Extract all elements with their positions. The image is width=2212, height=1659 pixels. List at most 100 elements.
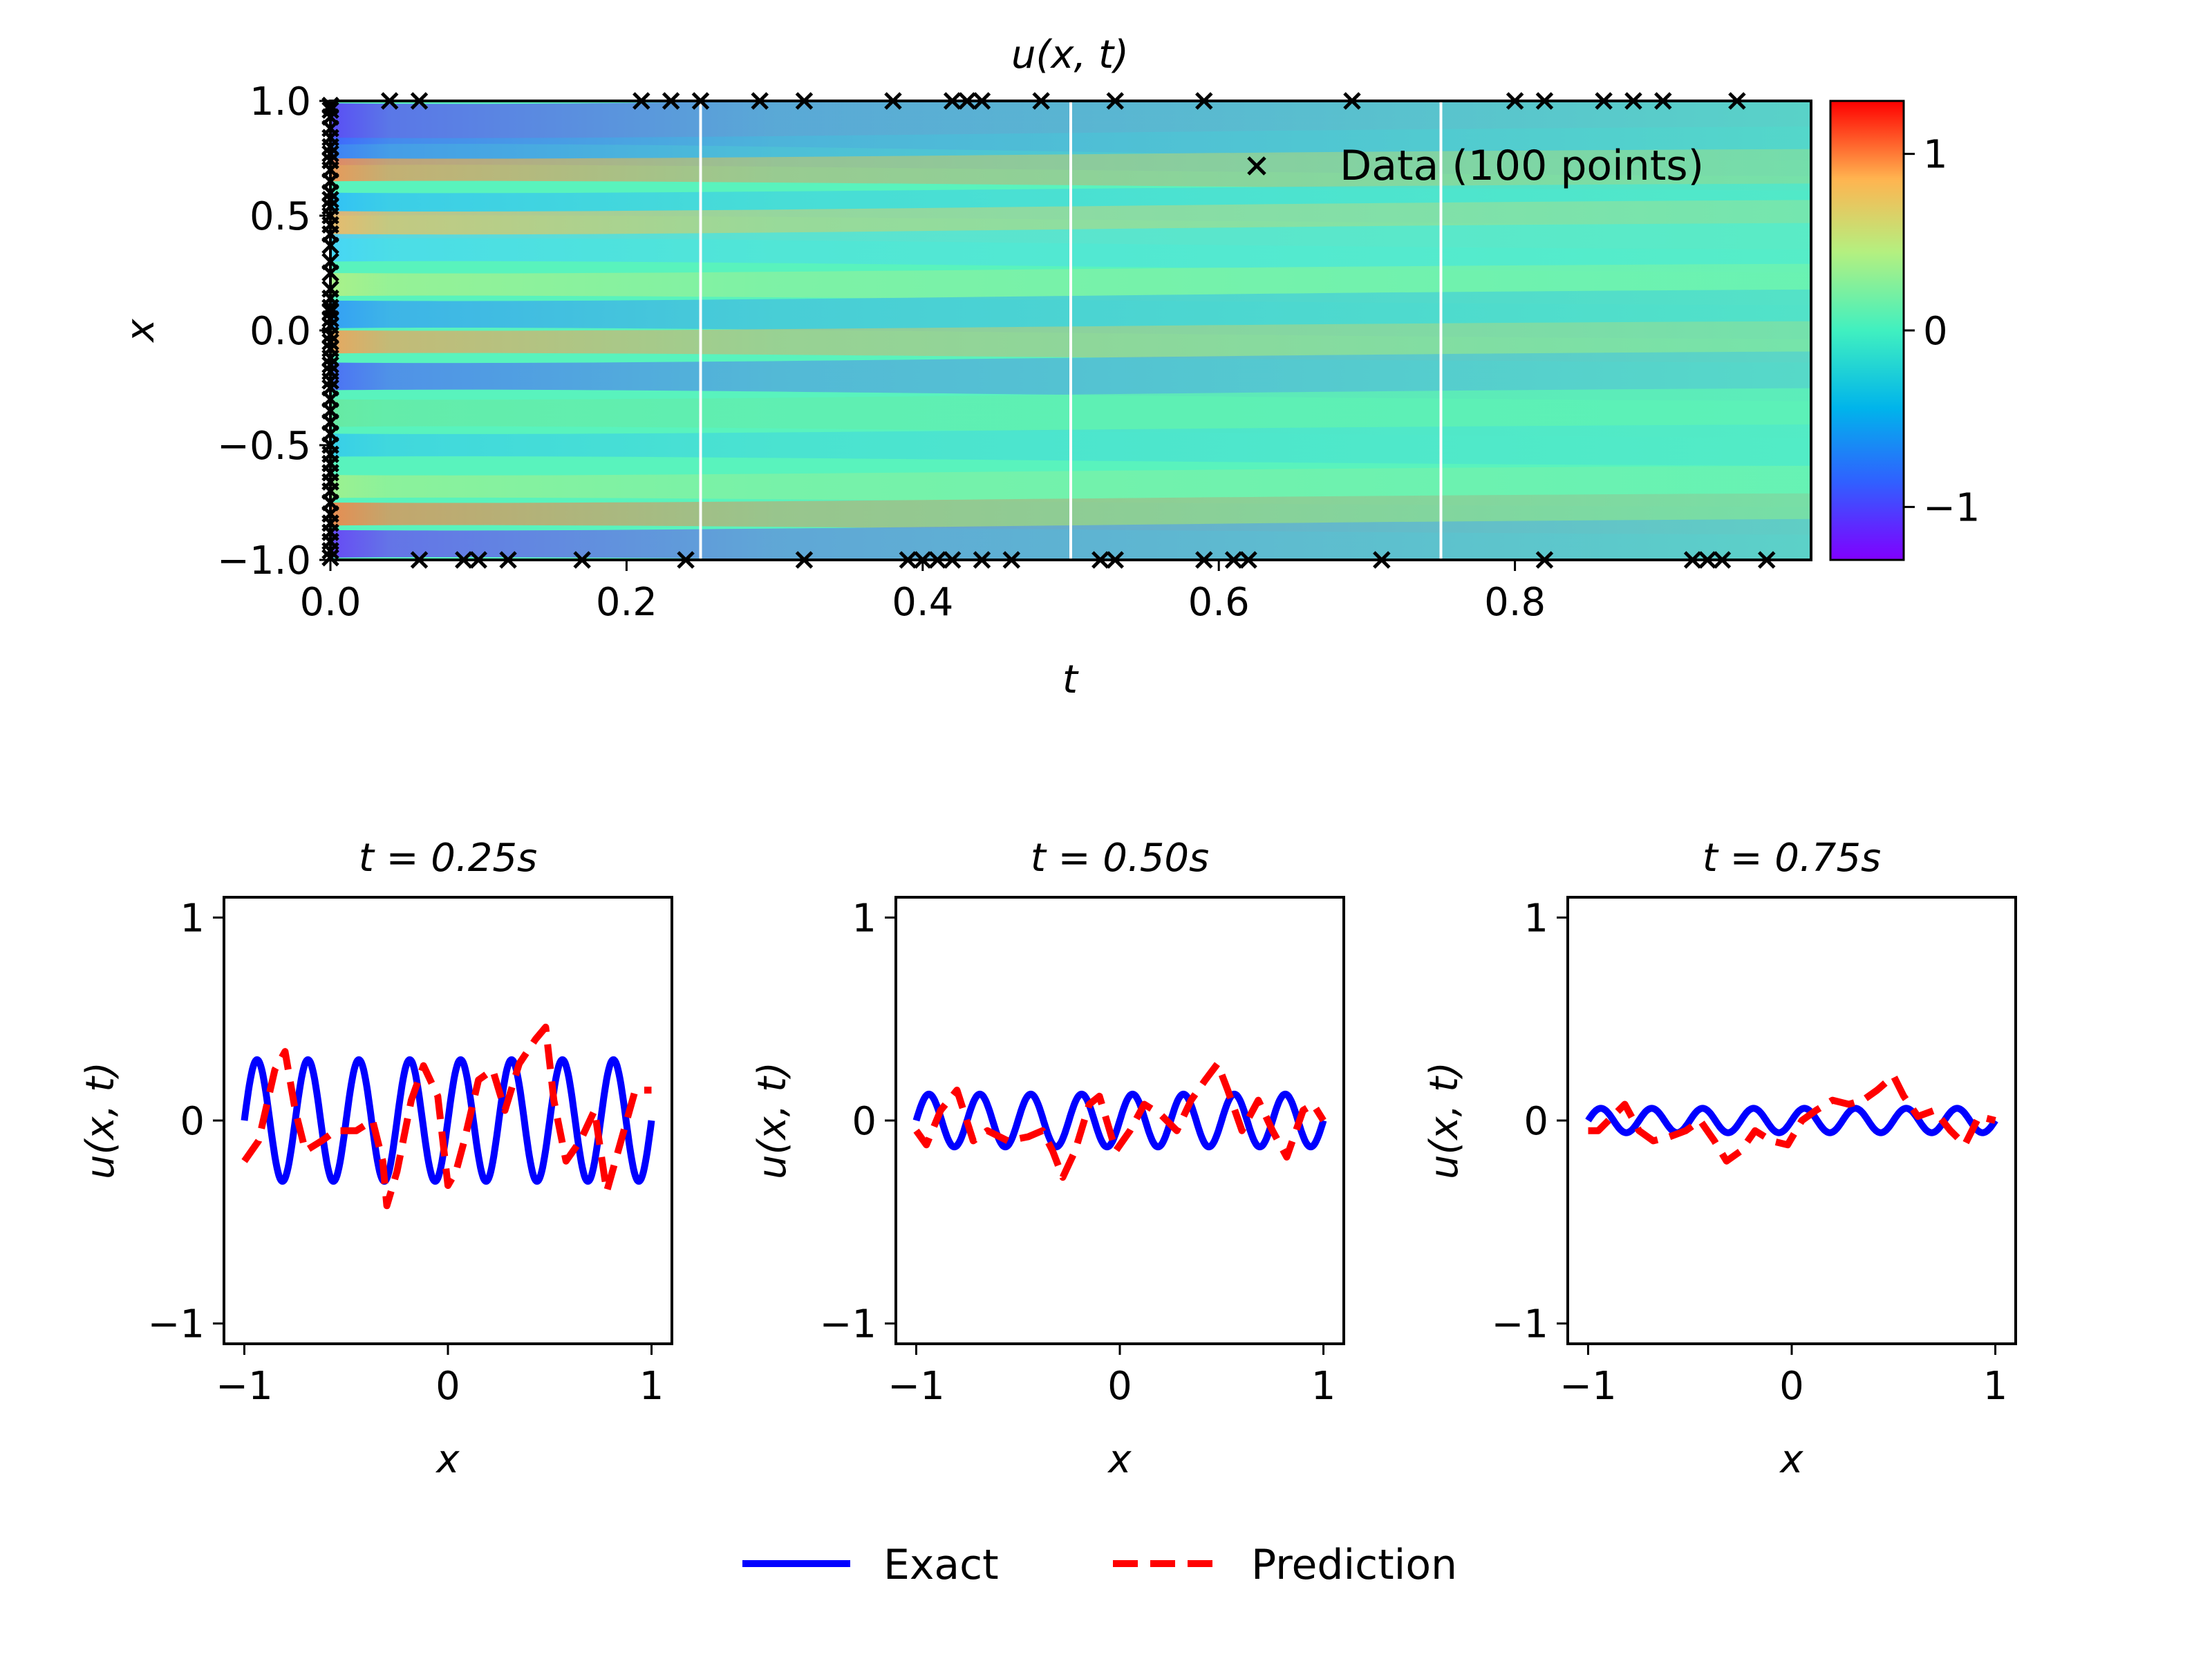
legend-exact-label: Exact bbox=[883, 1541, 999, 1589]
panel-ytick-label: 1 bbox=[180, 896, 205, 941]
data-point bbox=[321, 184, 339, 202]
panel-xtick-label: 0 bbox=[1107, 1364, 1132, 1409]
data-point bbox=[321, 303, 339, 321]
data-point bbox=[1343, 92, 1361, 110]
data-point bbox=[321, 548, 339, 567]
data-point bbox=[1195, 92, 1213, 110]
data-point bbox=[662, 92, 680, 110]
colorbar-tick-label: 0 bbox=[1923, 309, 1948, 354]
data-point bbox=[958, 92, 976, 110]
panel-xtick-label: 0 bbox=[1779, 1364, 1804, 1409]
data-point bbox=[632, 92, 650, 110]
data-point bbox=[751, 92, 769, 110]
panel-ytick-label: 0 bbox=[852, 1099, 877, 1144]
data-point bbox=[469, 551, 487, 569]
heatmap-xtick-label: 0.0 bbox=[299, 580, 361, 625]
data-point bbox=[321, 310, 339, 328]
colorbar-tick-label: 1 bbox=[1923, 133, 1948, 178]
panel-xtick-label: −1 bbox=[1559, 1364, 1617, 1409]
slice-panel: t = 0.50s −1 0 1 1 0 −1 x u(x, t) bbox=[750, 836, 1345, 1482]
data-point bbox=[973, 92, 991, 110]
prediction-line bbox=[913, 1060, 1327, 1181]
heatmap-xtick-label: 0.8 bbox=[1484, 580, 1546, 625]
time-slice-lines bbox=[699, 101, 1443, 560]
panel-title: t = 0.75s bbox=[1703, 836, 1881, 881]
data-point bbox=[1106, 551, 1125, 569]
heatmap-xtick-label: 0.4 bbox=[892, 580, 953, 625]
data-point bbox=[1091, 551, 1109, 569]
heatmap-xtick-label: 0.6 bbox=[1188, 580, 1250, 625]
data-point bbox=[321, 372, 339, 390]
colorbar-ticks: 1 0 −1 bbox=[1904, 133, 1980, 530]
data-point bbox=[380, 92, 399, 110]
heatmap-ytick-label: 0.0 bbox=[250, 309, 311, 354]
data-point bbox=[321, 264, 339, 282]
panel-ytick-label: 0 bbox=[180, 1099, 205, 1144]
data-point bbox=[1506, 92, 1524, 110]
data-point bbox=[1595, 92, 1613, 110]
panel-title: t = 0.50s bbox=[1031, 836, 1209, 881]
data-point bbox=[1106, 92, 1125, 110]
data-point bbox=[691, 92, 710, 110]
data-point bbox=[1224, 551, 1243, 569]
data-point bbox=[1698, 551, 1716, 569]
data-point bbox=[928, 551, 946, 569]
data-point bbox=[321, 356, 339, 374]
data-point bbox=[1624, 92, 1642, 110]
data-point bbox=[410, 551, 429, 569]
panel-xlabel: x bbox=[1779, 1437, 1803, 1482]
panel-xtick-label: −1 bbox=[216, 1364, 273, 1409]
legend-prediction-label: Prediction bbox=[1251, 1541, 1457, 1589]
data-point bbox=[1247, 156, 1266, 176]
panel-ytick-label: 1 bbox=[852, 896, 877, 941]
panel-title: t = 0.25s bbox=[359, 836, 537, 881]
colorbar-gradient bbox=[1829, 100, 1905, 561]
panel-xtick-label: 1 bbox=[1311, 1364, 1336, 1409]
panel-ytick-label: −1 bbox=[147, 1302, 205, 1347]
panel-xtick-label: 0 bbox=[435, 1364, 460, 1409]
data-point bbox=[1728, 92, 1746, 110]
slice-panel: t = 0.75s −1 0 1 1 0 −1 x u(x, t) bbox=[1422, 836, 2017, 1482]
colorbar-tick-label: −1 bbox=[1923, 485, 1980, 530]
legend-x-marker bbox=[1247, 156, 1266, 176]
data-point bbox=[884, 92, 902, 110]
heatmap-legend: Data (100 points) bbox=[1247, 142, 1704, 190]
legend-data-label: Data (100 points) bbox=[1340, 142, 1704, 190]
exact-line bbox=[1585, 1105, 1998, 1136]
data-point bbox=[1002, 551, 1021, 569]
panel-xtick-label: 1 bbox=[1983, 1364, 2008, 1409]
data-point bbox=[677, 551, 695, 569]
heatmap-ytick-label: −1.0 bbox=[217, 538, 311, 583]
heatmap-xlabel: t bbox=[1062, 657, 1079, 702]
data-point bbox=[1239, 551, 1257, 569]
panel-xlabel: x bbox=[1107, 1437, 1132, 1482]
data-point bbox=[321, 541, 339, 560]
data-point bbox=[321, 236, 339, 254]
data-point bbox=[321, 349, 339, 367]
data-point bbox=[1683, 551, 1702, 569]
colorbar: 1 0 −1 bbox=[1829, 100, 1980, 561]
heatmap-ylabel: x bbox=[118, 319, 163, 344]
data-point bbox=[321, 101, 339, 120]
data-point bbox=[1032, 92, 1050, 110]
heatmap-title: u(x, t) bbox=[1011, 32, 1129, 77]
data-point bbox=[499, 551, 517, 569]
panel-ylabel: u(x, t) bbox=[750, 1062, 795, 1179]
exact-line bbox=[241, 1056, 655, 1185]
heatmap-ytick-label: 1.0 bbox=[250, 79, 311, 124]
panel-xtick-label: −1 bbox=[888, 1364, 945, 1409]
panel-xtick-label: 1 bbox=[639, 1364, 664, 1409]
data-point bbox=[455, 551, 473, 569]
slice-panel: t = 0.25s −1 0 1 1 0 −1 x u(x, t) bbox=[78, 836, 673, 1482]
data-point bbox=[1535, 92, 1554, 110]
data-point bbox=[899, 551, 917, 569]
prediction-line bbox=[1588, 1072, 1996, 1165]
prediction-line bbox=[241, 1023, 652, 1210]
data-point bbox=[1757, 551, 1776, 569]
exact-line bbox=[912, 1090, 1327, 1151]
panel-ytick-label: 1 bbox=[1524, 896, 1548, 941]
data-point bbox=[1535, 551, 1554, 569]
panel-ylabel: u(x, t) bbox=[78, 1062, 123, 1179]
panel-ytick-label: 0 bbox=[1524, 1099, 1548, 1144]
